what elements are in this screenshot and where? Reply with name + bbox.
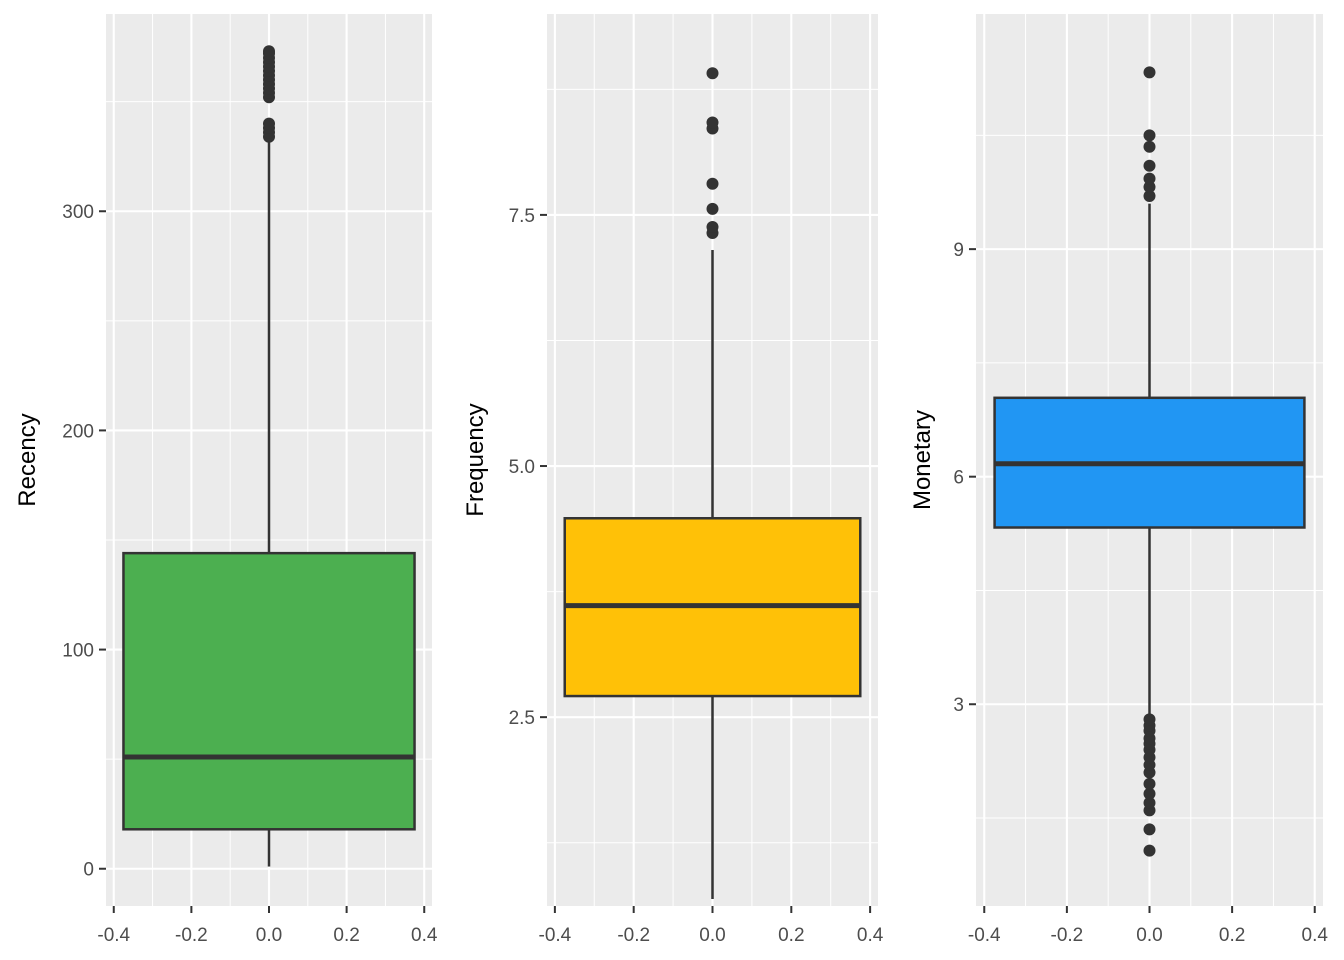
y-axis-title: Recency — [14, 413, 41, 506]
outlier-point — [1143, 787, 1156, 800]
x-tick-label: -0.2 — [1051, 925, 1084, 946]
x-tick-label: 0.0 — [1136, 925, 1162, 946]
x-tick-label: 0.4 — [857, 925, 884, 946]
outlier-point — [706, 177, 719, 190]
outlier-point — [1143, 823, 1156, 836]
outlier-point — [1143, 796, 1156, 809]
outlier-point — [706, 202, 719, 215]
x-tick-label: 0.0 — [699, 925, 725, 946]
x-tick-label: -0.4 — [968, 925, 1001, 946]
y-tick-label: 5.0 — [509, 457, 535, 478]
x-tick-label: 0.2 — [778, 925, 804, 946]
y-tick-label: 3 — [953, 695, 964, 716]
x-tick-label: 0.4 — [411, 925, 438, 946]
x-tick-label: -0.2 — [617, 925, 650, 946]
y-tick-label: 200 — [62, 421, 94, 442]
outlier-point — [706, 116, 719, 129]
y-axis-title: Monetary — [909, 410, 936, 510]
outlier-point — [263, 117, 275, 130]
x-tick-label: 0.4 — [1302, 925, 1329, 946]
outlier-point — [263, 45, 275, 58]
outlier-point — [1143, 129, 1156, 142]
outlier-point — [1143, 172, 1156, 185]
x-tick-label: -0.4 — [97, 925, 130, 946]
y-tick-label: 6 — [953, 468, 964, 489]
outlier-point — [1143, 713, 1156, 726]
outlier-point — [1143, 66, 1156, 79]
y-tick-label: 7.5 — [509, 206, 535, 227]
outlier-point — [1143, 140, 1156, 153]
x-tick-label: -0.2 — [175, 925, 208, 946]
y-tick-label: 0 — [83, 860, 94, 881]
box-iqr — [122, 551, 416, 831]
x-tick-label: 0.0 — [256, 925, 282, 946]
y-axis-title: Frequency — [462, 403, 489, 516]
panel-frequency: 2.5 5.0 7.5 -0.4 -0.2 0.0 0.2 0.4 Frequency — [462, 14, 884, 946]
panel-recency: 0 100 200 300 -0.4 -0.2 0.0 0.2 0.4 Recency — [14, 14, 438, 946]
y-tick-label: 300 — [62, 202, 94, 223]
outlier-point — [1143, 159, 1156, 172]
outlier-point — [706, 220, 719, 233]
outlier-point — [1143, 844, 1156, 857]
y-tick-label: 100 — [62, 641, 94, 662]
outlier-point — [1143, 180, 1156, 193]
y-tick-label: 9 — [953, 240, 964, 261]
x-tick-label: 0.2 — [333, 925, 359, 946]
outlier-point — [1143, 190, 1156, 203]
outlier-point — [706, 67, 719, 80]
y-tick-label: 2.5 — [509, 708, 535, 729]
panel-monetary: 3 6 9 -0.4 -0.2 0.0 0.2 0.4 Monetary — [909, 14, 1328, 946]
x-tick-label: 0.2 — [1219, 925, 1245, 946]
x-tick-label: -0.4 — [539, 925, 572, 946]
outlier-point — [1143, 777, 1156, 790]
